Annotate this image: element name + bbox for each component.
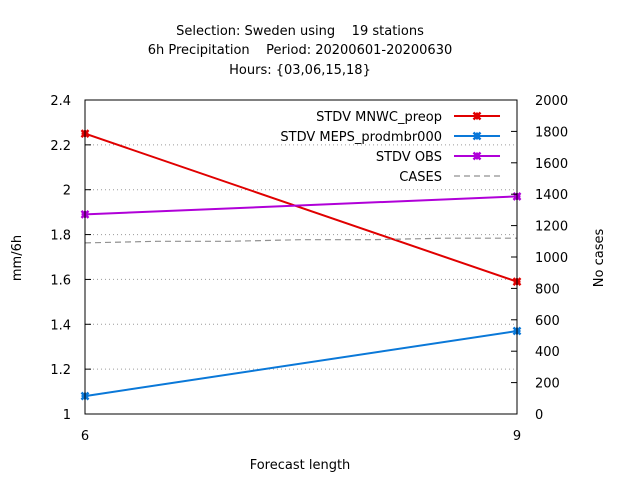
series-layer	[80, 129, 522, 401]
legend-label: CASES	[399, 170, 442, 185]
x-axis-label: Forecast length	[250, 458, 351, 473]
legend-marker	[472, 131, 482, 141]
y-tick-label: 1.6	[50, 273, 71, 288]
legend-label: STDV MEPS_prodmbr000	[280, 130, 442, 145]
y2-tick-label: 1600	[535, 157, 568, 172]
plot-frame	[84, 99, 518, 415]
axis-ticks: 1 1.2 1.4 1.6 1.8 2 2.2 2.4 0 200 400 600 800 1000 120…	[50, 94, 568, 444]
legend-marker	[472, 111, 482, 121]
y-tick-label: 1.4	[50, 318, 71, 333]
legend-entry-2: STDV MEPS_prodmbr000	[280, 130, 500, 145]
y2-tick-label: 800	[535, 282, 560, 297]
series-line-1	[84, 132, 518, 283]
y2-tick-label: 1800	[535, 125, 568, 140]
y2-axis-label: No cases	[592, 229, 607, 288]
y2-tick-label: 1400	[535, 188, 568, 203]
y2-tick-label: 200	[535, 377, 560, 392]
y2-tick-label: 400	[535, 345, 560, 360]
y2-tick-label: 2000	[535, 94, 568, 109]
y-tick-label: 2.4	[50, 94, 71, 109]
y2-tick-label: 600	[535, 314, 560, 329]
title-line-2: 6h Precipitation Period: 20200601-202006…	[148, 43, 453, 58]
y-tick-label: 2.2	[50, 139, 71, 154]
y2-tick-label: 1000	[535, 251, 568, 266]
series-line-4	[84, 237, 517, 244]
x-tick-label: 6	[81, 429, 89, 444]
legend-entry-1: STDV MNWC_preop	[316, 110, 500, 125]
title-line-1: Selection: Sweden using 19 stations	[176, 24, 424, 39]
y2-tick-label: 1200	[535, 220, 568, 235]
y-tick-label: 1	[63, 408, 71, 423]
y-axis-label: mm/6h	[10, 235, 25, 281]
x-tick-label: 9	[513, 429, 521, 444]
y2-tick-label: 0	[535, 408, 543, 423]
grid	[85, 144, 517, 370]
series-line-3	[84, 195, 518, 216]
legend-marker	[472, 151, 482, 161]
title-line-3: Hours: {03,06,15,18}	[229, 63, 371, 78]
legend-label: STDV MNWC_preop	[316, 110, 442, 125]
y-tick-label: 1.8	[50, 229, 71, 244]
chart-title: Selection: Sweden using 19 stations 6h P…	[148, 24, 453, 78]
legend-entry-3: STDV OBS	[376, 150, 500, 165]
y-tick-label: 2	[63, 184, 71, 199]
legend-label: STDV OBS	[376, 150, 442, 165]
legend-entry-4: CASES	[399, 170, 500, 185]
legend: STDV MNWC_preop STDV MEPS_prodmbr000 STDV …	[280, 110, 500, 185]
series-line-2	[84, 330, 518, 398]
y-tick-label: 1.2	[50, 363, 71, 378]
